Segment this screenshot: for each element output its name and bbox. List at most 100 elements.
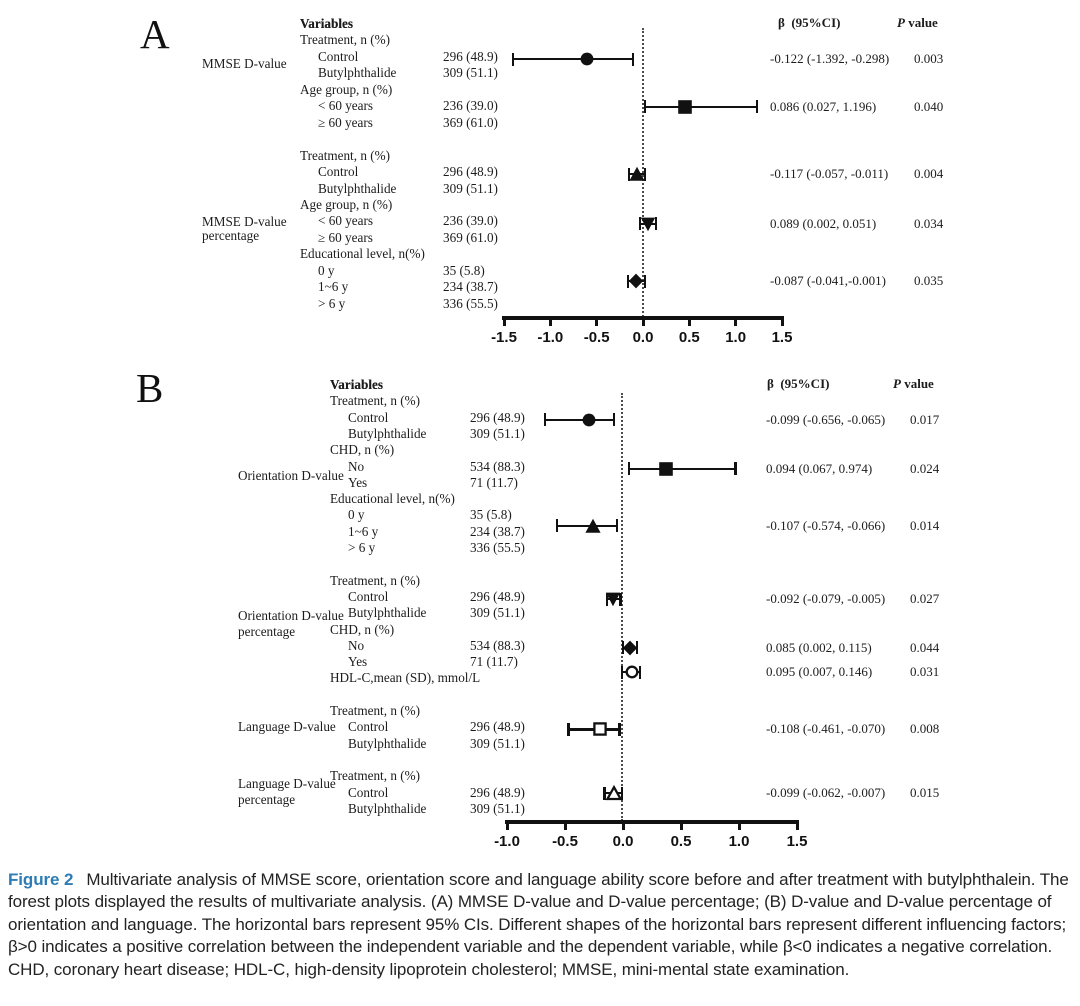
- row-count: 296 (48.9): [470, 588, 525, 604]
- row-count: 534 (88.3): [470, 637, 525, 653]
- row-label: ≥ 60 years: [318, 229, 373, 245]
- outcome-label: MMSE D-value: [202, 213, 287, 229]
- ci-cap-left: [605, 592, 608, 606]
- outcome-label: percentage: [238, 624, 296, 640]
- axis-tick: [795, 820, 799, 830]
- marker-triangle-open: [605, 784, 623, 802]
- outcome-label: MMSE D-value: [202, 55, 287, 71]
- row-label: ≥ 60 years: [318, 114, 373, 130]
- row-label: Control: [348, 588, 389, 604]
- p-value: 0.031: [910, 664, 940, 680]
- row-count: 309 (51.1): [470, 605, 525, 621]
- axis-tick-label: 0.5: [678, 329, 700, 346]
- ci-bar: [545, 418, 614, 421]
- marker-triangle: [584, 517, 602, 535]
- row-label: Butylphthalide: [318, 180, 397, 196]
- marker-diamond: [627, 272, 645, 290]
- row-label: < 60 years: [318, 213, 374, 229]
- beta-ci-value: -0.092 (-0.079, -0.005): [766, 591, 886, 607]
- marker-square: [676, 98, 694, 116]
- ci-cap-right: [616, 519, 619, 533]
- axis-tick-label: 0.0: [632, 329, 654, 346]
- p-value: 0.015: [910, 785, 940, 801]
- p-value: 0.024: [910, 460, 940, 476]
- axis-tick-label: -0.5: [583, 329, 610, 346]
- axis-tick: [687, 316, 691, 326]
- row-label: Control: [348, 784, 389, 800]
- p-value: 0.027: [910, 591, 940, 607]
- axis-tick-label: 1.0: [728, 833, 750, 850]
- row-count: 296 (48.9): [443, 48, 498, 64]
- figure-caption-text: Multivariate analysis of MMSE score, ori…: [8, 870, 1069, 979]
- axis-tick-label: -0.5: [552, 833, 578, 850]
- axis-tick-label: -1.0: [494, 833, 520, 850]
- axis-tick-label: 1.0: [725, 329, 747, 346]
- row-label: Age group, n (%): [300, 81, 393, 97]
- beta-ci-value: -0.099 (-0.656, -0.065): [766, 411, 886, 427]
- row-label: No: [348, 458, 365, 474]
- axis-tick-label: 0.5: [670, 833, 692, 850]
- zero-reference-line: [642, 28, 644, 317]
- row-label: Yes: [348, 474, 368, 490]
- ci-cap-right: [654, 217, 657, 231]
- row-label: Butylphthalide: [348, 425, 427, 441]
- ci-cap-left: [603, 786, 606, 800]
- ci-cap-right: [755, 100, 758, 114]
- p-header-italic: P: [893, 376, 901, 391]
- row-label: Control: [318, 48, 359, 64]
- ci-cap-left: [628, 167, 631, 181]
- row-count: 296 (48.9): [443, 164, 498, 180]
- row-count: 71 (11.7): [470, 474, 518, 490]
- p-value: 0.040: [914, 98, 944, 114]
- row-label: Treatment, n (%): [330, 768, 420, 784]
- outcome-label: Language D-value: [238, 718, 336, 734]
- axis-tick: [679, 820, 683, 830]
- column-header-beta-ci: β (95%CI): [767, 376, 830, 391]
- row-label: Treatment, n (%): [330, 393, 420, 409]
- axis-tick: [737, 820, 741, 830]
- row-count: 309 (51.1): [443, 65, 498, 81]
- ci-cap-right: [643, 274, 646, 288]
- ci-cap-left: [544, 413, 547, 427]
- axis-tick: [595, 316, 599, 326]
- row-count: 534 (88.3): [470, 458, 525, 474]
- axis-tick: [780, 316, 784, 326]
- row-count: 309 (51.1): [470, 425, 525, 441]
- column-header-p-value: P value: [897, 16, 938, 30]
- ci-cap-right: [631, 52, 634, 66]
- p-value: 0.014: [910, 517, 940, 533]
- row-label: Control: [318, 164, 359, 180]
- ci-cap-right: [639, 665, 642, 679]
- beta-ci-value: 0.095 (0.007, 0.146): [766, 664, 873, 680]
- figure-caption-label: Figure 2: [8, 870, 74, 889]
- row-label: Butylphthalide: [348, 735, 427, 751]
- row-label: 0 y: [348, 507, 365, 523]
- row-label: Treatment, n (%): [300, 147, 390, 163]
- row-label: Educational level, n(%): [300, 246, 425, 262]
- row-count: 296 (48.9): [470, 409, 525, 425]
- row-count: 309 (51.1): [443, 180, 498, 196]
- axis-tick-label: 1.5: [771, 329, 793, 346]
- ci-cap-right: [618, 722, 621, 736]
- marker-circle: [580, 411, 598, 429]
- panel-letter: A: [140, 11, 170, 57]
- row-label: CHD, n (%): [330, 442, 395, 458]
- row-label: > 6 y: [348, 540, 376, 555]
- axis-tick-label: 1.5: [786, 833, 808, 850]
- column-header-p-value: P value: [893, 377, 934, 391]
- beta-ci-value: 0.086 (0.027, 1.196): [770, 98, 877, 114]
- row-count: 35 (5.8): [443, 262, 485, 278]
- row-label: HDL-C,mean (SD), mmol/L: [330, 670, 481, 686]
- column-header-beta-ci: β (95%CI): [778, 15, 841, 30]
- row-label: No: [348, 637, 365, 653]
- row-count: 236 (39.0): [443, 98, 498, 114]
- p-value: 0.044: [910, 639, 940, 655]
- zero-reference-line: [621, 393, 623, 821]
- beta-ci-value: -0.122 (-1.392, -0.298): [770, 51, 890, 67]
- ci-cap-left: [627, 462, 630, 476]
- ci-cap-left: [643, 100, 647, 114]
- row-label: Treatment, n (%): [330, 572, 420, 588]
- ci-cap-right: [612, 413, 615, 427]
- p-value: 0.017: [910, 411, 940, 427]
- ci-cap-right: [619, 592, 622, 606]
